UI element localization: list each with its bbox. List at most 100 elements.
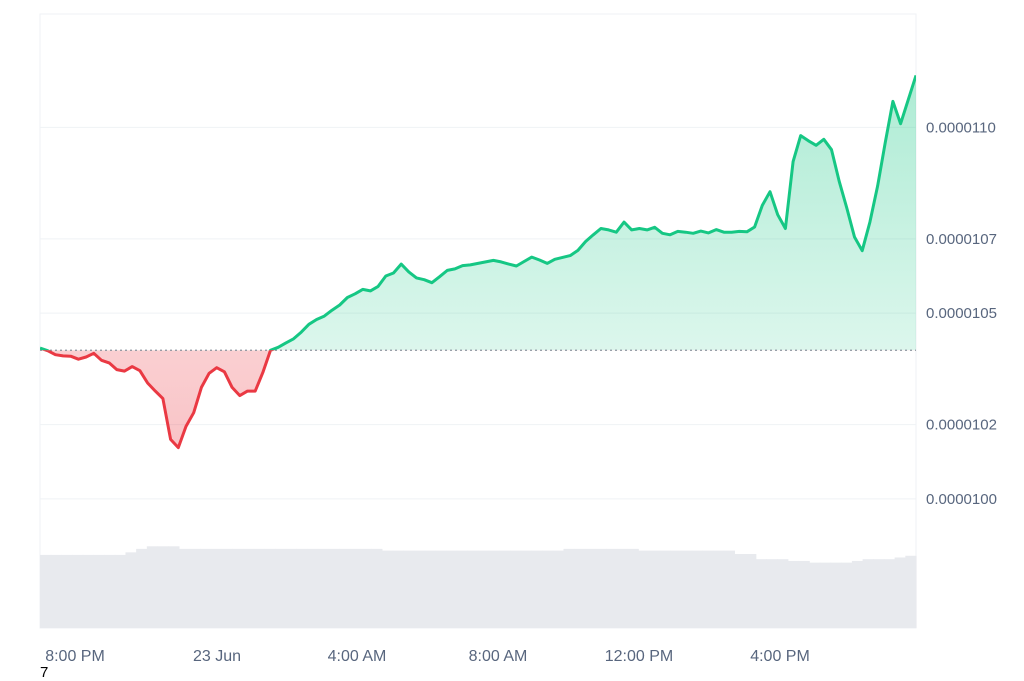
volume-bar	[413, 550, 426, 628]
volume-bar	[168, 546, 180, 628]
volume-bar	[445, 550, 458, 628]
volume-bar	[125, 552, 137, 628]
volume-bar	[745, 554, 757, 628]
stray-label: 7	[40, 664, 49, 681]
volume-bar	[841, 562, 853, 628]
volume-bar	[275, 548, 287, 628]
volume-bar	[264, 548, 276, 628]
volume-bar	[360, 548, 372, 628]
price-areas	[40, 75, 916, 448]
volume-bar	[862, 559, 874, 628]
volume-bar	[520, 550, 533, 628]
volume-bar	[691, 550, 703, 628]
volume-bar	[210, 548, 223, 628]
volume-bar	[424, 550, 436, 628]
volume-bar	[552, 550, 565, 628]
volume-bar	[189, 548, 201, 628]
volume-bar	[531, 550, 543, 628]
volume-bar	[809, 562, 821, 628]
volume-bar	[766, 559, 778, 628]
volume-bar	[713, 550, 725, 628]
volume-bar	[563, 548, 575, 628]
volume-bar	[905, 555, 917, 628]
volume-bar	[50, 554, 62, 628]
volume-bar	[702, 550, 714, 628]
volume-bar	[819, 562, 832, 628]
volume-bar	[93, 554, 105, 628]
volume-bar	[456, 550, 468, 628]
y-tick-label: 0.0000100	[926, 491, 997, 508]
volume-bar	[488, 550, 500, 628]
volume-bar	[798, 560, 810, 628]
volume-bar	[574, 548, 586, 628]
volume-bar	[616, 548, 629, 628]
x-tick-label: 4:00 PM	[750, 648, 810, 665]
x-tick-label: 23 Jun	[193, 648, 241, 665]
volume-bar	[606, 548, 618, 628]
volume-bar	[349, 548, 362, 628]
volume-bar	[478, 550, 490, 628]
volume-bar	[61, 554, 73, 628]
volume-bar	[285, 548, 297, 628]
volume-bar	[435, 550, 447, 628]
volume-bar	[499, 550, 511, 628]
volume-bar	[381, 550, 394, 628]
volume-bar	[221, 548, 233, 628]
volume-bar	[894, 557, 906, 628]
volume-bar	[670, 550, 682, 628]
volume-bar	[146, 546, 159, 628]
x-tick-label: 4:00 AM	[328, 648, 387, 665]
volume-bar	[734, 554, 746, 628]
volume-bar	[627, 548, 639, 628]
volume-bar	[680, 550, 693, 628]
volume-bar	[200, 548, 212, 628]
volume-bar	[307, 548, 319, 628]
volume-bar	[595, 548, 607, 628]
volume-bar	[467, 550, 479, 628]
volume-bar	[648, 550, 661, 628]
volume-bar	[82, 554, 95, 628]
volume-bar	[723, 550, 735, 628]
y-tick-label: 0.0000102	[926, 417, 997, 434]
volume-bars	[40, 546, 917, 628]
x-tick-label: 8:00 AM	[469, 648, 528, 665]
y-axis-labels: 0.0000110 0.0000107 0.0000105 0.0000102 0.00…	[926, 119, 997, 507]
volume-bar	[339, 548, 351, 628]
volume-bar	[317, 548, 330, 628]
x-axis-labels: 8:00 PM 23 Jun 4:00 AM 8:00 AM 12:00 PM 4:00 …	[45, 648, 810, 665]
y-tick-label: 0.0000107	[926, 231, 997, 248]
volume-bar	[371, 548, 383, 628]
x-tick-label: 12:00 PM	[605, 648, 673, 665]
volume-bar	[136, 548, 148, 628]
volume-bar	[510, 550, 522, 628]
volume-bar	[232, 548, 244, 628]
volume-bar	[328, 548, 340, 628]
volume-bar	[659, 550, 671, 628]
volume-bar	[114, 554, 127, 628]
volume-bar	[72, 554, 84, 628]
volume-bar	[392, 550, 404, 628]
volume-bar	[830, 562, 842, 628]
y-tick-label: 0.0000105	[926, 305, 997, 322]
price-lines	[40, 74, 916, 450]
volume-bar	[873, 559, 885, 628]
volume-bar	[755, 559, 768, 628]
area-below-baseline	[40, 350, 916, 448]
volume-bar	[851, 560, 864, 628]
volume-bar	[542, 550, 554, 628]
volume-bar	[253, 548, 265, 628]
volume-bar	[787, 560, 800, 628]
volume-bar	[178, 548, 191, 628]
volume-bar	[584, 548, 597, 628]
volume-bar	[40, 554, 52, 628]
price-line-up	[40, 74, 916, 351]
volume-bar	[883, 559, 896, 628]
volume-bar	[777, 559, 789, 628]
volume-bar	[638, 550, 650, 628]
area-above-baseline	[40, 75, 916, 351]
y-tick-label: 0.0000110	[926, 119, 996, 136]
volume-bar	[157, 546, 169, 628]
volume-bar	[104, 554, 116, 628]
volume-bar	[296, 548, 308, 628]
